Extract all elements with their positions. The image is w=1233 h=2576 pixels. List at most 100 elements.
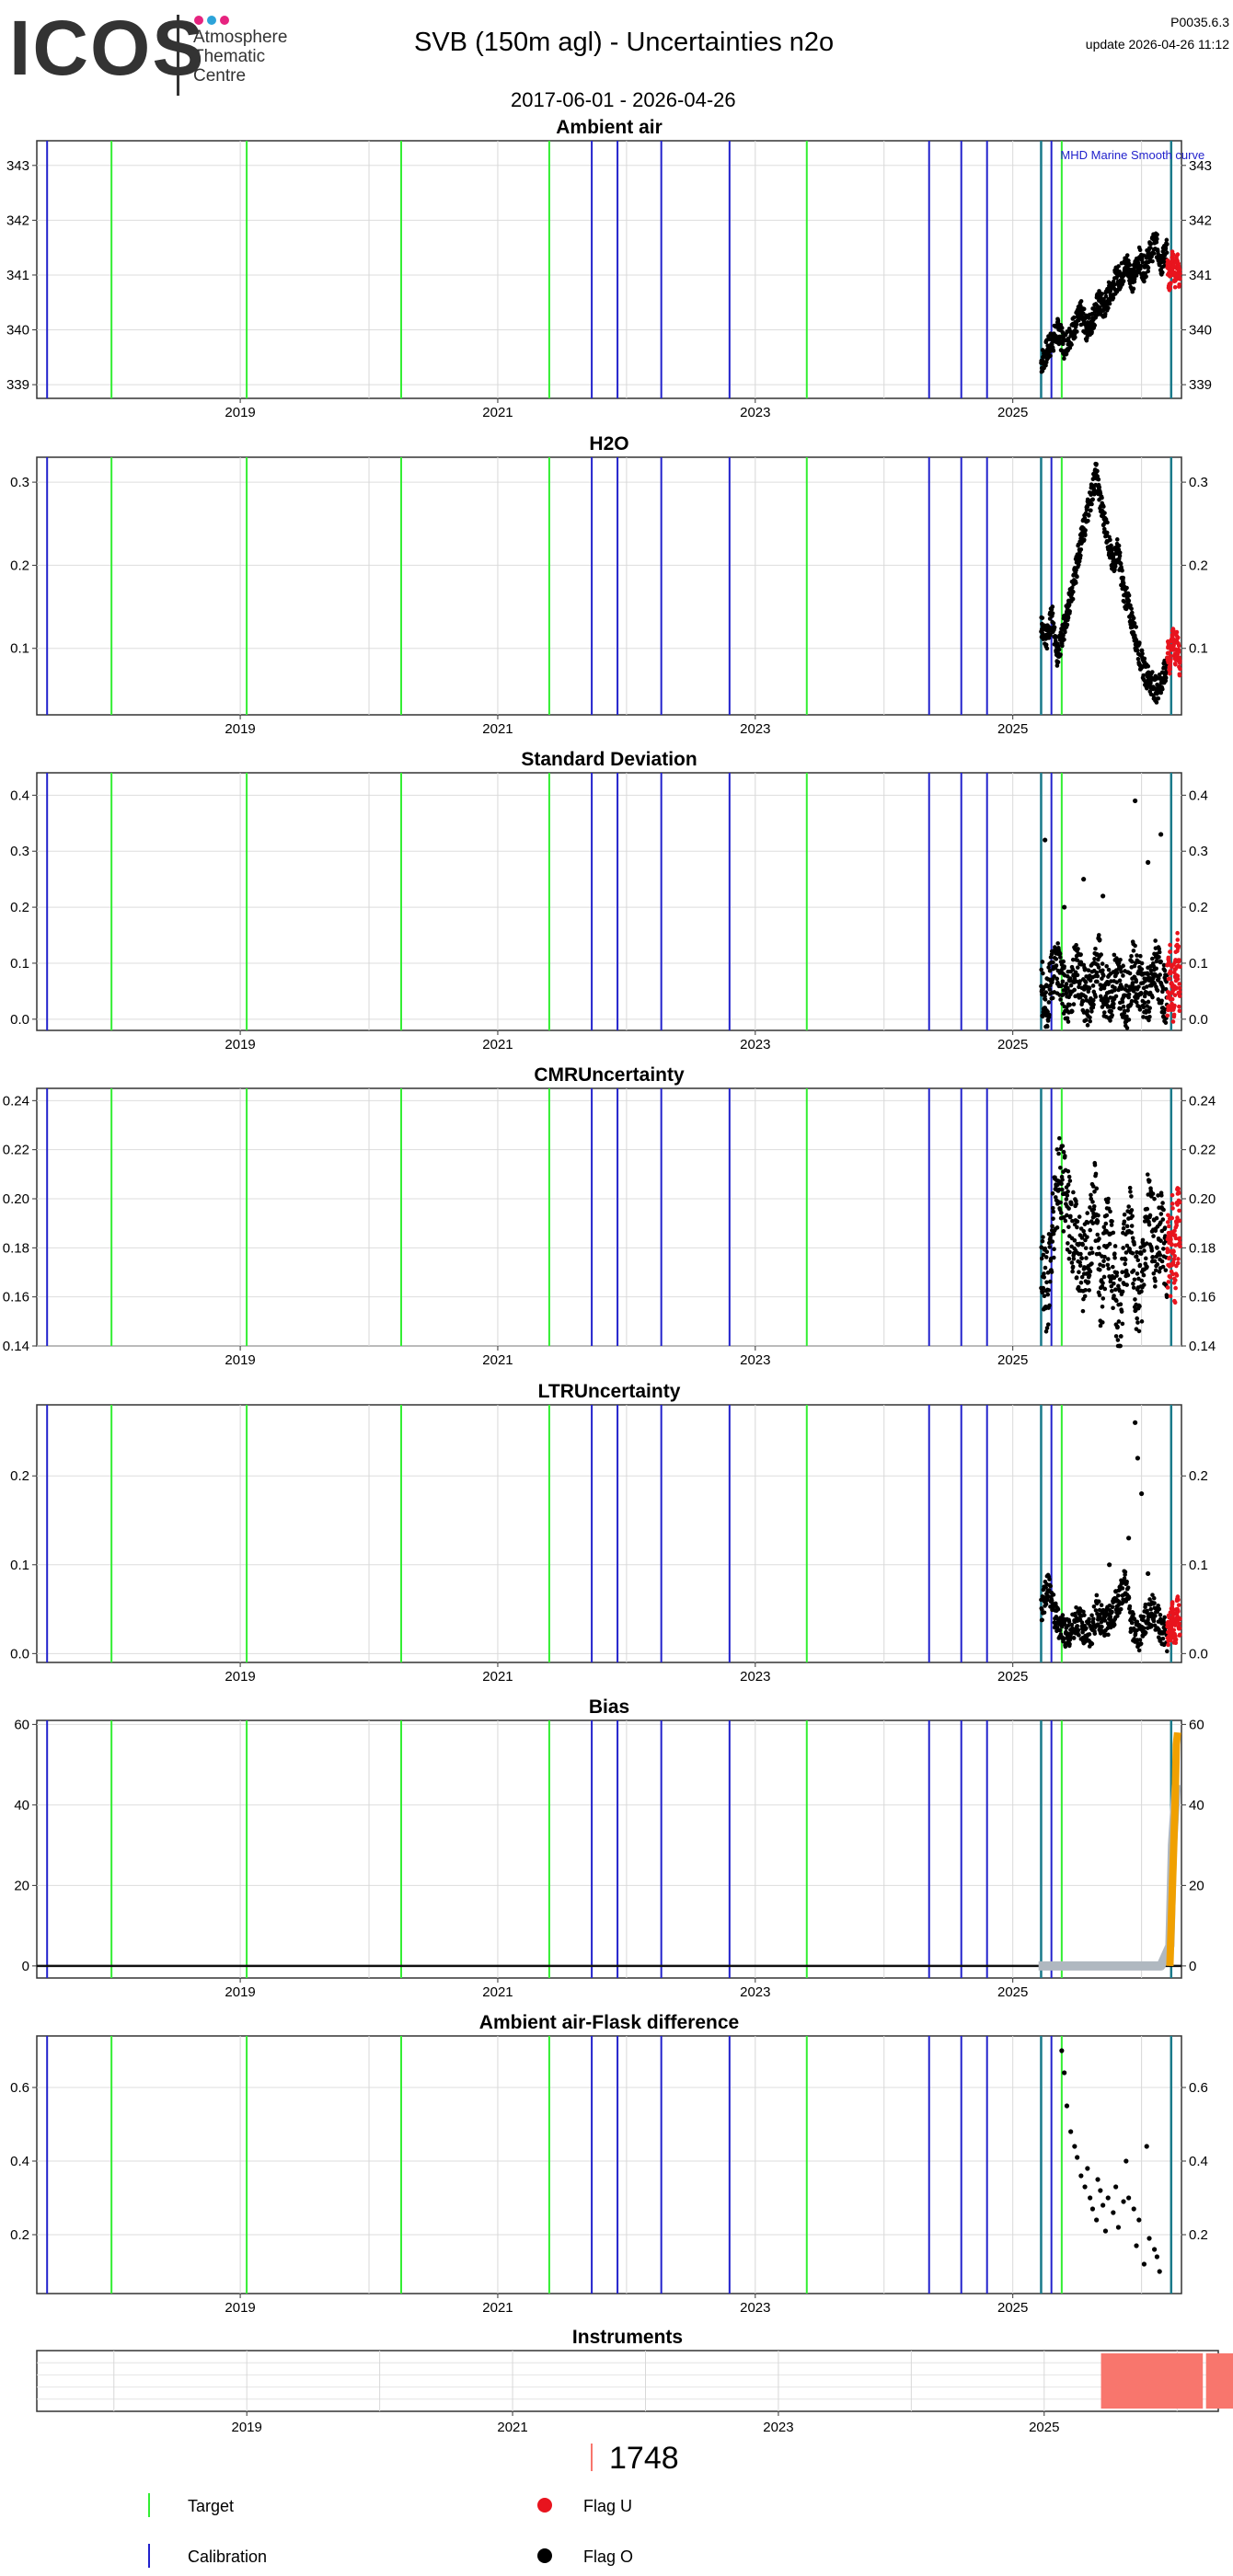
data-point-flag-o [1044, 1024, 1050, 1029]
data-point-flag-o [1101, 504, 1106, 509]
update-timestamp: update 2026-04-26 11:12 [1085, 37, 1229, 52]
data-point-flag-o [1040, 960, 1045, 964]
data-point-flag-o [1080, 999, 1086, 1004]
data-point-flag-o [1042, 1271, 1046, 1276]
data-point-flag-o [1138, 263, 1144, 269]
data-point-flag-o [1115, 1338, 1121, 1342]
x-tick-label: 2019 [225, 1669, 255, 1685]
data-point-flag-o [1040, 1238, 1045, 1244]
data-point-flag-o [1100, 1624, 1104, 1629]
logo-subtitle-line: Thematic [193, 47, 266, 66]
data-point-flag-o [1160, 1636, 1166, 1641]
data-point-flag-o [1136, 1328, 1142, 1334]
y-tick-label: 0.4 [1189, 788, 1208, 803]
data-point-flag-o [1094, 1186, 1100, 1191]
data-point-flag-o [1054, 1147, 1060, 1152]
data-point-flag-u [1173, 1236, 1179, 1241]
data-point-flag-o [1106, 1196, 1111, 1202]
data-point-flag-o [1107, 1562, 1112, 1568]
data-point-flag-u [1175, 973, 1181, 979]
data-point-flag-o [1139, 1289, 1144, 1294]
data-point-flag-o [1139, 967, 1145, 972]
smooth-curve-annotation: MHD Marine Smooth curve [1060, 148, 1204, 162]
data-point-flag-o [1078, 1280, 1084, 1285]
data-point-flag-u [1173, 661, 1178, 667]
data-point-flag-u [1177, 958, 1181, 962]
data-point-flag-o [1089, 329, 1094, 335]
data-point-flag-o [1062, 637, 1066, 642]
data-point-flag-o [1150, 995, 1155, 1000]
data-point-flag-o [1074, 1202, 1078, 1207]
data-point-flag-u [1168, 658, 1173, 662]
data-point-flag-o [1085, 1023, 1090, 1028]
data-point-flag-o [1077, 1259, 1082, 1265]
data-point-flag-o [1066, 985, 1070, 991]
y-tick-label: 340 [6, 323, 29, 339]
data-point-flag-o [1096, 477, 1101, 482]
data-point-flag-o [1071, 590, 1076, 594]
data-point-flag-o [1126, 1535, 1132, 1541]
data-point-flag-o [1071, 1190, 1076, 1195]
data-point-flag-o [1131, 1612, 1135, 1616]
data-point-flag-u [1175, 252, 1181, 257]
data-point-flag-o [1135, 1316, 1140, 1321]
data-point-flag-u [1165, 1013, 1170, 1018]
chart-panel-0: Ambient air 339 339 340 340 341 341 342 342 343 34… [6, 117, 1212, 420]
data-point-flag-o [1116, 264, 1121, 269]
data-point-flag-u [1176, 1603, 1181, 1607]
data-point-flag-o [1100, 1283, 1105, 1289]
data-point-flag-o [1062, 904, 1067, 910]
y-tick-label: 0.4 [1189, 2154, 1208, 2169]
data-point-flag-o [1089, 1250, 1095, 1255]
data-point-flag-u [1170, 1206, 1175, 1211]
data-point-flag-o [1055, 660, 1061, 665]
data-point-flag-o [1148, 1606, 1154, 1612]
data-point-flag-o [1140, 1237, 1146, 1243]
data-point-flag-u [1169, 281, 1173, 285]
data-point-flag-o [1095, 2177, 1100, 2182]
data-point-flag-o [1102, 511, 1107, 515]
data-point-flag-o [1118, 561, 1124, 566]
data-point-flag-o [1042, 1294, 1047, 1298]
data-point-flag-o [1041, 1285, 1046, 1291]
data-point-flag-o [1135, 656, 1141, 661]
data-point-flag-u [1176, 643, 1181, 649]
data-point-flag-o [1086, 518, 1090, 523]
data-point-flag-o [1066, 1256, 1072, 1261]
data-point-flag-o [1043, 1328, 1049, 1334]
data-point-flag-o [1101, 1259, 1106, 1264]
data-point-flag-o [1100, 2202, 1106, 2208]
data-point-flag-o [1092, 1631, 1098, 1636]
data-point-flag-o [1068, 1213, 1073, 1219]
data-point-flag-o [1058, 955, 1063, 960]
y-tick-label: 0.16 [3, 1290, 29, 1305]
data-point-flag-o [1138, 1641, 1144, 1646]
y-tick-label: 20 [14, 1878, 29, 1893]
data-point-flag-o [1157, 1606, 1162, 1612]
panel-frame [36, 456, 1182, 716]
data-point-flag-o [1048, 1236, 1053, 1240]
data-point-flag-o [1144, 1241, 1149, 1246]
data-point-flag-o [1113, 1589, 1119, 1594]
data-point-flag-o [1039, 967, 1044, 972]
data-point-flag-o [1074, 581, 1078, 585]
data-point-flag-o [1061, 959, 1066, 964]
data-point-flag-o [1129, 959, 1135, 964]
data-point-flag-u [1174, 1223, 1180, 1228]
data-point-flag-u [1177, 276, 1182, 282]
data-point-flag-o [1135, 1271, 1140, 1276]
data-point-flag-o [1083, 995, 1089, 999]
data-point-flag-u [1170, 996, 1175, 1002]
data-point-flag-u [1166, 1007, 1170, 1013]
data-point-flag-o [1157, 949, 1162, 955]
x-tick-label: 2019 [225, 721, 255, 737]
data-point-flag-u [1166, 1642, 1170, 1648]
x-tick-label: 2021 [482, 1352, 513, 1368]
data-point-flag-o [1050, 1190, 1055, 1196]
data-point-flag-o [1047, 968, 1053, 973]
x-tick-label: 2025 [997, 721, 1028, 737]
data-point-flag-o [1132, 621, 1137, 626]
data-point-flag-o [1135, 1320, 1140, 1325]
y-tick-label: 343 [6, 158, 29, 174]
data-point-flag-o [1066, 603, 1072, 607]
